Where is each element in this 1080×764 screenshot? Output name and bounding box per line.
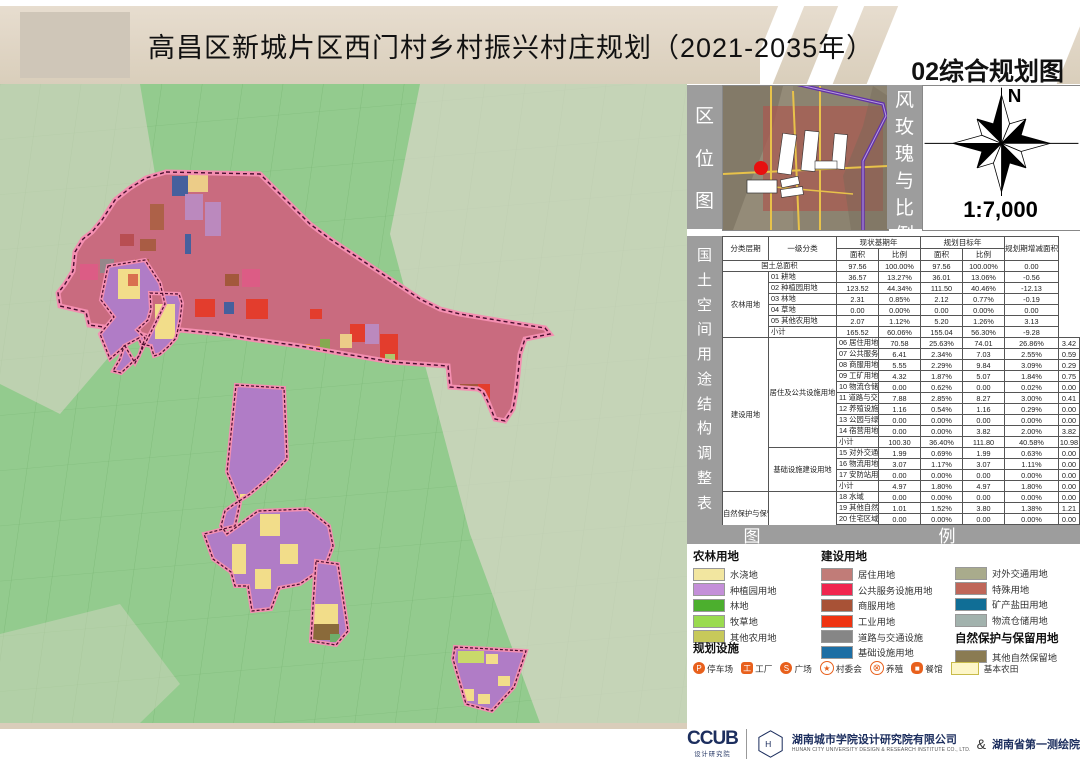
svg-text:H: H [765,739,771,749]
svg-text:N: N [1008,86,1022,106]
